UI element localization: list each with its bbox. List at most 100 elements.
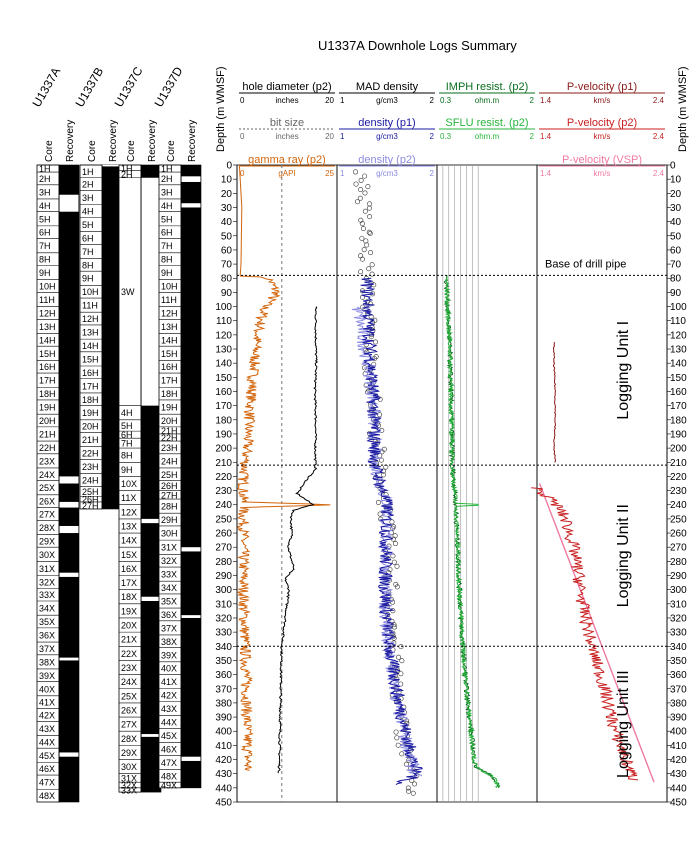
core-label: 8H	[121, 451, 133, 461]
depth-tick-label: 0	[670, 161, 676, 172]
core-label: 8H	[82, 260, 94, 270]
mad-density-point	[367, 214, 373, 220]
core-label: 9H	[82, 274, 94, 284]
core-label: 10X	[121, 479, 137, 489]
core-label: 16H	[39, 362, 56, 372]
recovery-gap	[181, 176, 201, 182]
recovery-gap	[181, 615, 201, 618]
core-label: 40X	[39, 684, 55, 694]
depth-tick-label: 200	[215, 444, 232, 455]
core-label: 28X	[39, 523, 55, 533]
hole-label-u1337c: U1337C	[111, 64, 145, 109]
mad-density-point	[392, 624, 398, 630]
depth-tick-label: 370	[215, 684, 232, 695]
depth-tick-label: 410	[215, 741, 232, 752]
track-header-name: IMPH resist. (p2)	[446, 81, 529, 93]
recovery-gap	[59, 476, 79, 484]
depth-tick-label: 120	[670, 330, 687, 341]
core-label: 14H	[161, 335, 178, 345]
core-label: 2H	[161, 174, 173, 184]
track-header-unit: g/cm3	[376, 169, 398, 178]
core-label: 29X	[121, 748, 137, 758]
mad-density-point	[389, 519, 395, 525]
mad-density-point	[369, 271, 375, 277]
recovery-gap	[59, 572, 79, 577]
core-label: 31X	[39, 564, 55, 574]
track-header-min: 1	[340, 169, 345, 178]
depth-tick-label: 10	[670, 175, 682, 186]
track-header-name: SFLU resist. (p2)	[445, 117, 528, 129]
core-label: 43X	[161, 704, 177, 714]
depth-tick-label: 350	[215, 656, 232, 667]
core-label: 10H	[161, 282, 178, 292]
mad-density-point	[394, 735, 400, 741]
core-label: 16X	[121, 564, 137, 574]
mad-density-point	[363, 238, 369, 244]
track-header-min: 1.4	[540, 169, 552, 178]
logging-unit-label: Logging Unit II	[615, 504, 632, 607]
core-label: 36X	[161, 610, 177, 620]
track-header-name: P-velocity (p2)	[567, 117, 637, 129]
depth-tick-label: 260	[670, 529, 687, 540]
recovery-header: Recovery	[147, 120, 158, 162]
mad-density-point	[373, 339, 379, 345]
core-label: 12H	[161, 308, 178, 318]
depth-tick-label: 30	[670, 203, 682, 214]
depth-tick-label: 40	[221, 217, 233, 228]
core-label: 3H	[82, 193, 94, 203]
core-label: 42X	[39, 710, 55, 720]
track-header-name: MAD density	[356, 81, 419, 93]
mad-density-point	[362, 190, 368, 196]
depth-tick-label: 330	[670, 628, 687, 639]
depth-tick-label: 30	[221, 203, 233, 214]
mad-density-point	[390, 553, 396, 559]
track-header-unit: km/s	[594, 132, 611, 141]
core-label: 20H	[161, 416, 178, 426]
mad-density-point	[412, 781, 418, 787]
mad-density-point	[396, 654, 402, 660]
core-label: 13H	[39, 322, 56, 332]
depth-tick-label: 290	[215, 571, 232, 582]
core-label: 17H	[82, 381, 99, 391]
depth-tick-label: 280	[215, 557, 232, 568]
core-label: 45X	[39, 751, 55, 761]
core-label: 4H	[161, 201, 173, 211]
depth-tick-label: 230	[215, 486, 232, 497]
core-label: 12X	[121, 507, 137, 517]
track-header-unit: inches	[275, 132, 298, 141]
depth-tick-label: 260	[215, 529, 232, 540]
depth-tick-label: 160	[670, 387, 687, 398]
depth-tick-label: 280	[670, 557, 687, 568]
depth-tick-label: 180	[215, 415, 232, 426]
depth-tick-label: 160	[215, 387, 232, 398]
core-label: 24X	[121, 677, 137, 687]
core-label: 34X	[39, 604, 55, 614]
core-label: 25H	[82, 487, 99, 497]
core-label: 15H	[39, 349, 56, 359]
recovery-gap	[141, 596, 161, 601]
core-label: 9H	[39, 268, 51, 278]
mad-density-point	[361, 247, 367, 253]
core-label: 10H	[39, 282, 56, 292]
depth-axis-label-right: Depth (m WMSF)	[677, 66, 689, 152]
core-header: Core	[44, 140, 55, 162]
depth-axis-label: Depth (m WMSF)	[215, 66, 227, 152]
depth-tick-label: 440	[215, 783, 232, 794]
core-label: 30H	[161, 529, 178, 539]
depth-tick-label: 140	[215, 359, 232, 370]
depth-tick-label: 380	[215, 698, 232, 709]
track-header-max: 25	[325, 169, 334, 178]
core-label: 2H	[82, 180, 94, 190]
core-label: 6H	[82, 233, 94, 243]
depth-tick-label: 90	[670, 288, 682, 299]
logging-unit-label: Logging Unit I	[615, 321, 632, 420]
depth-tick-label: 300	[215, 585, 232, 596]
p-velocity-p2-line	[531, 487, 639, 781]
depth-tick-label: 240	[215, 500, 232, 511]
recovery-header: Recovery	[108, 120, 119, 162]
core-label: 3H	[39, 187, 51, 197]
mad-density-point	[366, 229, 372, 235]
core-label: 23H	[161, 443, 178, 453]
core-label: 16H	[82, 368, 99, 378]
depth-tick-label: 180	[670, 415, 687, 426]
